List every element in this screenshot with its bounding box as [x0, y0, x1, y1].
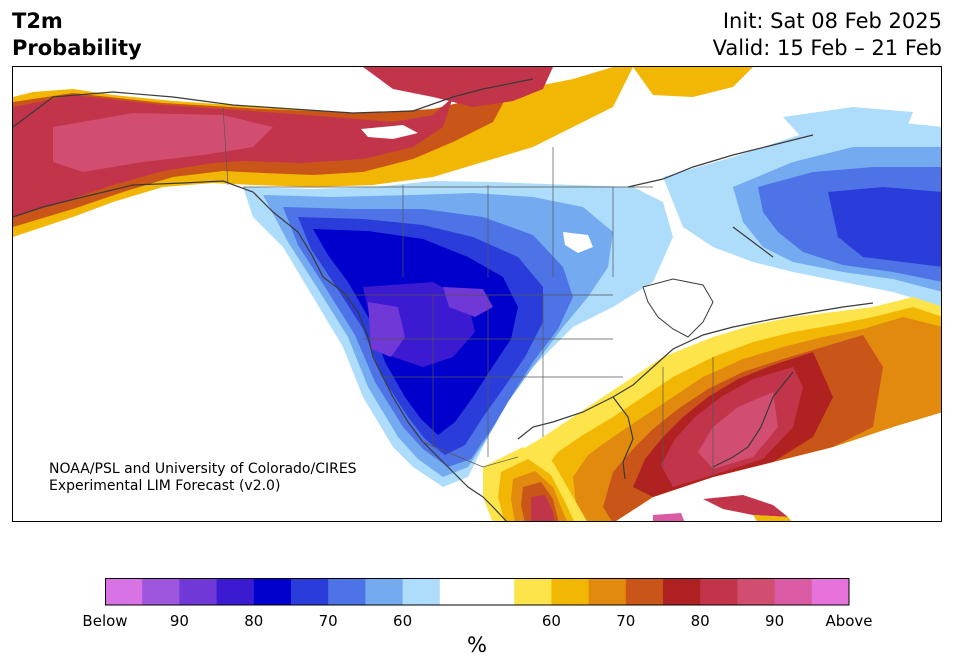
colorbar-tick-label: 90 [765, 612, 785, 630]
great-lakes [642, 278, 714, 338]
credit-text: NOAA/PSL and University of Colorado/CIRE… [49, 461, 357, 495]
alaska-warm-peak [53, 113, 273, 172]
colorbar-segment [328, 578, 366, 605]
cuba-warm-edge [753, 515, 792, 521]
colorbar-segment [774, 578, 813, 605]
title-line-1: T2m [12, 9, 63, 33]
cuba-warm [703, 495, 788, 517]
mexico-warm-5 [531, 495, 555, 521]
colorbar-segment [625, 578, 664, 605]
cold-violet [368, 302, 405, 357]
borders [222, 106, 714, 477]
colorbar-segment [514, 578, 552, 605]
colorbar-segment [291, 578, 329, 605]
arctic-warm-top [363, 67, 553, 107]
colorbar-tick-label: 60 [541, 612, 561, 630]
valid-range: Valid: 15 Feb – 21 Feb [712, 36, 942, 60]
coastlines [13, 78, 874, 521]
colorbar-tick-label: 90 [169, 612, 189, 630]
title-line-2: Probability [12, 36, 142, 60]
cold-violet-2 [443, 287, 493, 317]
colorbar-segment [105, 578, 143, 605]
colorbar-tick-label: 70 [616, 612, 636, 630]
colorbar-segment [663, 578, 701, 605]
colorbar-segment [588, 578, 627, 605]
ne-cold-core [828, 187, 941, 267]
colorbar-frame [105, 578, 850, 606]
colorbar-segment [142, 578, 180, 605]
arctic-cold-top [783, 107, 913, 147]
colorbar-unit: % [467, 633, 487, 657]
colorbar-tick-label: 80 [690, 612, 710, 630]
credit-line-2: Experimental LIM Forecast (v2.0) [49, 478, 281, 494]
probability-map [12, 66, 942, 522]
se-warm-7 [698, 392, 778, 469]
colorbar-tick-label: Above [825, 612, 873, 630]
colorbar [105, 578, 850, 606]
colorbar-tick-label: Below [82, 612, 128, 630]
colorbar-segment [477, 578, 515, 605]
colorbar-segment [365, 578, 404, 605]
colorbar-tick-label: 70 [318, 612, 338, 630]
colorbar-tick-label: 60 [393, 612, 413, 630]
colorbar-segment [700, 578, 738, 605]
colorbar-segment [216, 578, 255, 605]
forecast-dates: Init: Sat 08 Feb 2025 Valid: 15 Feb – 21… [713, 8, 942, 62]
bear-lake [361, 125, 418, 139]
init-date: Init: Sat 08 Feb 2025 [722, 9, 942, 33]
map-title: T2m Probability [12, 8, 142, 62]
colorbar-segment [737, 578, 776, 605]
colorbar-segment [402, 578, 441, 605]
colorbar-tick-label: 80 [244, 612, 264, 630]
credit-line-1: NOAA/PSL and University of Colorado/CIRE… [49, 461, 357, 477]
colorbar-segment [439, 578, 478, 605]
arctic-warm-top-2 [633, 67, 753, 97]
colorbar-segment [253, 578, 292, 605]
colorbar-segment [811, 578, 850, 605]
hispaniola-warm [653, 513, 685, 521]
colorbar-segment [551, 578, 590, 605]
hudson-lake [563, 232, 593, 253]
colorbar-segment [179, 578, 218, 605]
